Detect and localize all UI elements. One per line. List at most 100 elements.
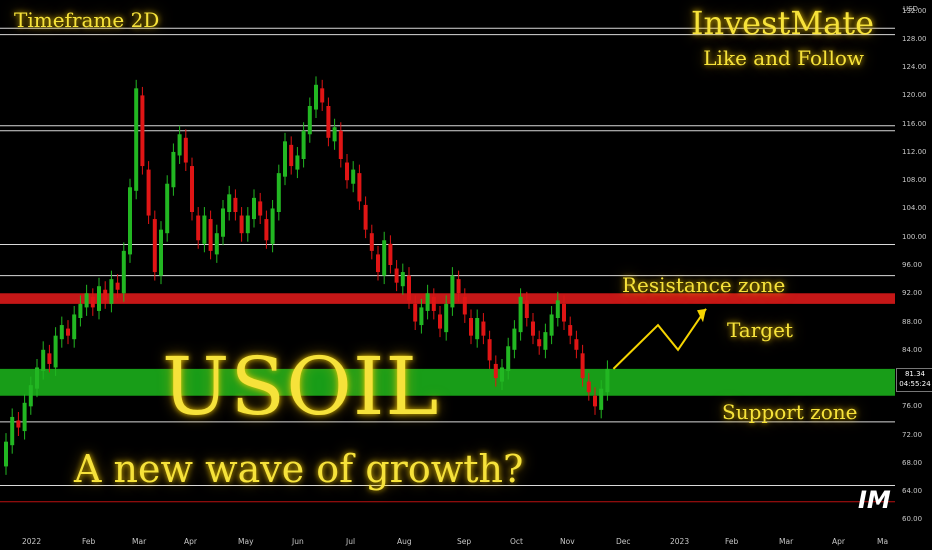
- candle-body: [264, 219, 269, 241]
- candle-body: [487, 339, 492, 361]
- candle-body: [338, 130, 343, 159]
- support-zone-band: [0, 368, 895, 396]
- candle-body: [16, 420, 21, 428]
- y-tick-label: 84.00: [902, 345, 923, 354]
- candle-body: [283, 141, 287, 177]
- y-tick-label: 96.00: [902, 261, 923, 269]
- candle-body: [22, 402, 27, 432]
- candle-body: [208, 219, 213, 251]
- candle-body: [469, 318, 473, 336]
- candle-body: [53, 335, 58, 368]
- candle-body: [400, 272, 405, 287]
- candle-body: [239, 215, 244, 234]
- candle-body: [444, 303, 449, 333]
- candle-body: [506, 346, 511, 371]
- candle-body: [146, 169, 151, 216]
- target-path-arrow: [612, 308, 707, 370]
- current-price-badge: 81.34 04:55:24: [896, 368, 932, 392]
- support-zone-label: Support zone: [722, 400, 858, 424]
- im-logo: IM: [858, 486, 891, 514]
- candle-body: [605, 368, 610, 393]
- y-tick-label: 64.00: [902, 487, 923, 496]
- candle-body: [549, 314, 554, 336]
- x-tick-label: May: [238, 537, 254, 546]
- y-tick-label: 112.00: [902, 147, 927, 156]
- candle-body: [252, 197, 256, 220]
- candle-body: [555, 300, 560, 318]
- y-tick-label: 76.00: [902, 402, 923, 411]
- y-tick-label: 116.00: [902, 119, 927, 128]
- candle-body: [475, 318, 480, 340]
- candle-body: [462, 296, 467, 315]
- candle-body: [109, 279, 114, 304]
- y-tick-label: 120.00: [902, 91, 927, 100]
- candle-body: [59, 325, 64, 340]
- candle-body: [450, 275, 455, 308]
- resistance-zone-label: Resistance zone: [622, 273, 786, 297]
- x-tick-label: Apr: [832, 537, 845, 546]
- candle-body: [289, 144, 294, 167]
- price-axis[interactable]: [895, 0, 932, 530]
- x-tick-label: Mar: [132, 537, 147, 546]
- candle-body: [481, 321, 486, 336]
- candle-body: [270, 208, 275, 244]
- candle-body: [196, 215, 201, 241]
- x-tick-label: 2022: [22, 537, 42, 546]
- candle-body: [41, 349, 46, 371]
- y-tick-label: 100.00: [902, 232, 927, 241]
- candle-body: [177, 134, 182, 156]
- x-tick-label: Feb: [82, 537, 96, 546]
- candle-body: [214, 233, 219, 255]
- candle-body: [276, 173, 281, 212]
- candle-body: [227, 194, 232, 212]
- follow-text: Like and Follow: [703, 46, 864, 70]
- currency-label: USD: [903, 5, 918, 13]
- candle-body: [363, 204, 368, 230]
- y-tick-label: 104.00: [902, 204, 927, 213]
- candle-body: [4, 441, 8, 467]
- candle-body: [66, 328, 70, 336]
- candle-body: [183, 137, 188, 163]
- x-tick-label: Jul: [346, 537, 356, 546]
- candle-body: [438, 314, 442, 329]
- candle-body: [376, 254, 380, 273]
- candle-body: [394, 268, 399, 283]
- candle-body: [152, 219, 157, 273]
- candle-body: [500, 367, 504, 382]
- candle-body: [357, 173, 362, 202]
- brand-name: InvestMate: [690, 4, 874, 42]
- candle-body: [332, 127, 337, 142]
- x-tick-label: Feb: [725, 537, 739, 546]
- candle-body: [165, 183, 170, 234]
- candle-body: [388, 243, 393, 265]
- candle-body: [562, 303, 566, 322]
- y-tick-label: 68.00: [902, 458, 923, 467]
- y-tick-label: 128.00: [902, 34, 927, 43]
- candle-body: [568, 325, 573, 336]
- x-tick-label: Oct: [510, 537, 523, 546]
- chart-subtitle: A new wave of growth?: [74, 447, 524, 491]
- candle-body: [586, 381, 591, 393]
- x-tick-label: Dec: [616, 537, 631, 546]
- current-price: 81.34: [904, 370, 926, 378]
- bar-countdown: 04:55:24: [899, 380, 931, 388]
- candle-body: [431, 296, 436, 311]
- candle-body: [103, 289, 108, 301]
- candle-body: [90, 296, 95, 308]
- candle-body: [351, 169, 356, 184]
- candle-body: [233, 197, 238, 212]
- candle-body: [543, 332, 548, 350]
- candle-body: [35, 367, 39, 389]
- y-tick-label: 92.00: [902, 289, 923, 298]
- candle-body: [190, 166, 194, 212]
- x-tick-label: Apr: [184, 537, 197, 546]
- target-arrowhead-icon: [697, 308, 706, 323]
- candle-body: [531, 321, 535, 336]
- candle-body: [369, 233, 374, 251]
- candle-body: [419, 307, 424, 326]
- candle-body: [115, 282, 120, 290]
- candle-body: [202, 215, 207, 244]
- y-tick-label: 124.00: [902, 63, 927, 72]
- candle-body: [407, 275, 411, 301]
